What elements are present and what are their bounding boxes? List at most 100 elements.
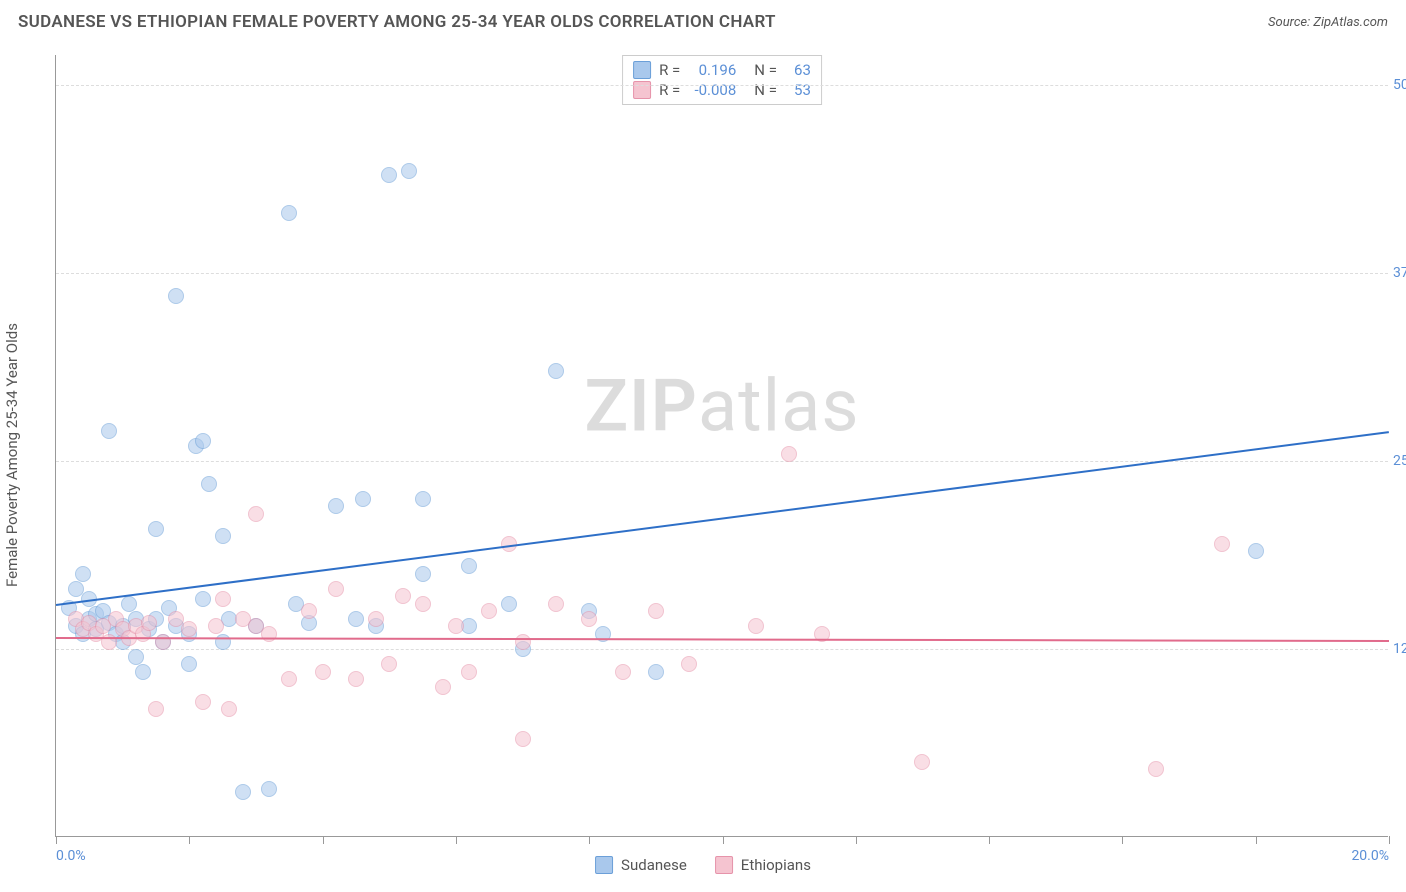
data-point (101, 634, 117, 650)
data-point (781, 446, 797, 462)
legend-swatch (595, 856, 613, 874)
scatter-chart: ZIPatlas R =0.196N =63R =-0.008N =53 12.… (55, 55, 1388, 837)
data-point (548, 363, 564, 379)
data-point (328, 498, 344, 514)
n-value: 63 (785, 61, 811, 79)
data-point (348, 611, 364, 627)
x-tick (856, 836, 857, 844)
data-point (515, 731, 531, 747)
data-point (914, 754, 930, 770)
y-tick-label: 50.0% (1393, 77, 1406, 93)
grid-line (56, 85, 1388, 86)
data-point (368, 611, 384, 627)
data-point (415, 491, 431, 507)
data-point (281, 671, 297, 687)
x-tick (456, 836, 457, 844)
data-point (681, 656, 697, 672)
series-swatch (633, 61, 651, 79)
x-tick (1256, 836, 1257, 844)
data-point (481, 603, 497, 619)
chart-legend: SudaneseEthiopians (595, 856, 811, 874)
data-point (515, 634, 531, 650)
x-tick (1389, 836, 1390, 844)
data-point (415, 566, 431, 582)
n-value: 53 (785, 81, 811, 99)
data-point (301, 603, 317, 619)
chart-title: SUDANESE VS ETHIOPIAN FEMALE POVERTY AMO… (18, 12, 776, 32)
data-point (461, 558, 477, 574)
data-point (1148, 761, 1164, 777)
y-axis-label: Female Poverty Among 25-34 Year Olds (3, 323, 21, 587)
data-point (235, 784, 251, 800)
data-point (261, 626, 277, 642)
data-point (141, 615, 157, 631)
r-value: 0.196 (688, 61, 736, 79)
data-point (148, 521, 164, 537)
x-tick (1122, 836, 1123, 844)
data-point (381, 167, 397, 183)
data-point (315, 664, 331, 680)
watermark-part1: ZIP (584, 364, 697, 449)
data-point (135, 664, 151, 680)
x-tick (589, 836, 590, 844)
n-label: N = (754, 81, 777, 99)
data-point (215, 591, 231, 607)
data-point (1248, 543, 1264, 559)
data-point (201, 476, 217, 492)
watermark-part2: atlas (698, 364, 860, 449)
data-point (248, 506, 264, 522)
n-label: N = (754, 61, 777, 79)
legend-label: Sudanese (621, 856, 687, 874)
x-tick (56, 836, 57, 844)
series-swatch (633, 81, 651, 99)
y-tick-label: 37.5% (1393, 265, 1406, 281)
x-tick-label: 20.0% (1351, 848, 1389, 864)
stats-row: R = -0.008 N = 53 (633, 80, 811, 100)
data-point (381, 656, 397, 672)
legend-item: Sudanese (595, 856, 687, 874)
data-point (168, 288, 184, 304)
data-point (748, 618, 764, 634)
data-point (208, 618, 224, 634)
x-tick (723, 836, 724, 844)
data-point (181, 656, 197, 672)
data-point (395, 588, 411, 604)
x-tick-label: 0.0% (56, 848, 86, 864)
x-tick (189, 836, 190, 844)
data-point (195, 591, 211, 607)
x-tick (989, 836, 990, 844)
data-point (401, 163, 417, 179)
data-point (195, 694, 211, 710)
data-point (615, 664, 631, 680)
r-value: -0.008 (688, 81, 736, 99)
legend-swatch (715, 856, 733, 874)
data-point (75, 566, 91, 582)
data-point (348, 671, 364, 687)
source-label: Source: ZipAtlas.com (1268, 15, 1388, 30)
data-point (328, 581, 344, 597)
data-point (155, 634, 171, 650)
data-point (355, 491, 371, 507)
watermark: ZIPatlas (584, 364, 859, 449)
r-label: R = (659, 61, 680, 79)
correlation-stats-box: R = 0.196 N = 63 R = -0.008 N = 53 (622, 55, 822, 105)
data-point (148, 701, 164, 717)
data-point (121, 596, 137, 612)
x-tick (323, 836, 324, 844)
data-point (181, 621, 197, 637)
data-point (281, 205, 297, 221)
grid-line (56, 649, 1388, 650)
data-point (435, 679, 451, 695)
data-point (461, 664, 477, 680)
data-point (648, 603, 664, 619)
data-point (648, 664, 664, 680)
data-point (128, 649, 144, 665)
r-label: R = (659, 81, 680, 99)
y-tick-label: 12.5% (1393, 641, 1406, 657)
data-point (101, 423, 117, 439)
data-point (1214, 536, 1230, 552)
data-point (195, 433, 211, 449)
data-point (581, 611, 597, 627)
data-point (261, 781, 277, 797)
data-point (415, 596, 431, 612)
